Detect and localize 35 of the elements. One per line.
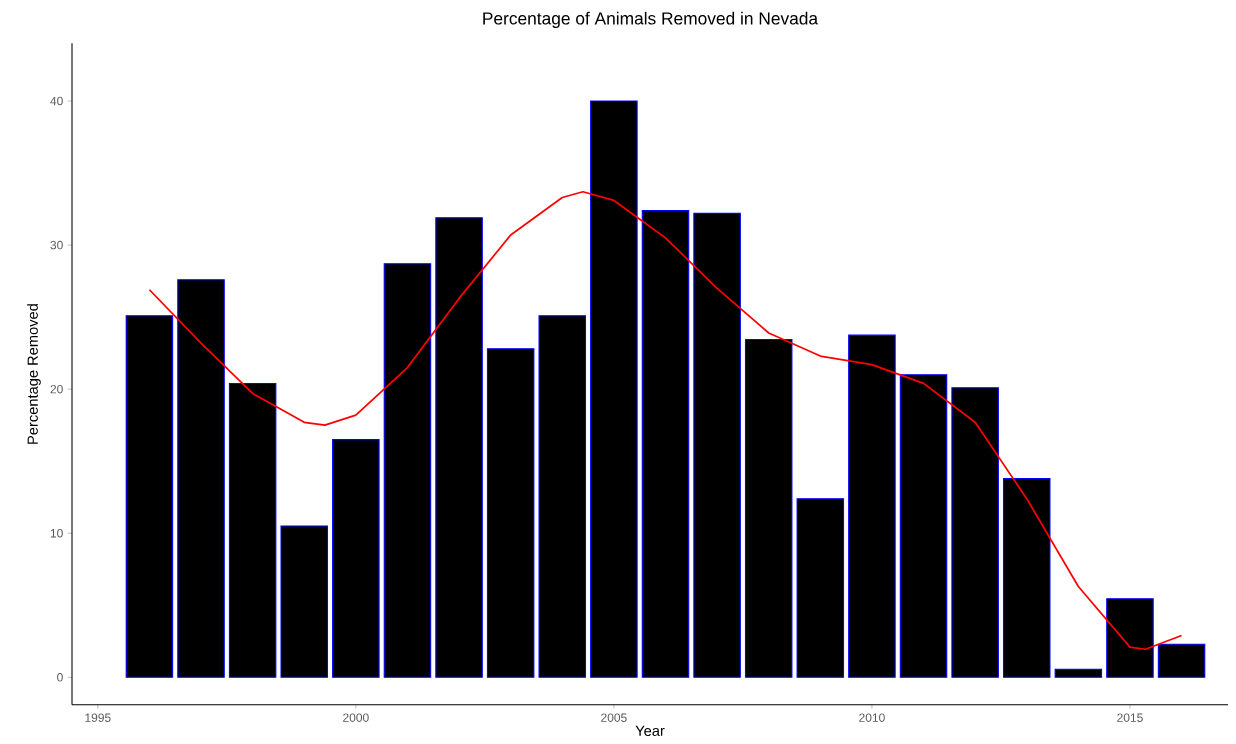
x-tick-label: 2010 (859, 713, 885, 722)
bar (538, 315, 587, 678)
bar (951, 387, 999, 678)
bar (641, 209, 690, 678)
bar (383, 263, 432, 678)
bar (125, 315, 174, 678)
x-tick-label: 2000 (343, 713, 369, 722)
bar (435, 217, 483, 678)
bar (796, 498, 845, 678)
chart-title: Percentage of Animals Removed in Nevada (483, 11, 819, 28)
bar (1157, 643, 1206, 678)
bar (1002, 477, 1051, 678)
bar (1054, 668, 1103, 678)
x-axis-title: Year (635, 725, 665, 736)
bar (744, 338, 793, 678)
y-axis-title: Percentage Removed (27, 304, 41, 444)
bar (280, 525, 328, 678)
bar (332, 439, 380, 678)
line-series (148, 190, 1183, 651)
y-tick-label: 0 (57, 673, 63, 682)
bar (177, 279, 225, 678)
bar (1106, 598, 1154, 678)
bar (590, 100, 638, 678)
y-tick-label: 40 (50, 96, 63, 106)
y-tick-label: 20 (50, 384, 63, 394)
y-tick-label: 30 (50, 240, 63, 250)
x-tick-label: 2005 (601, 713, 627, 722)
x-tick-label: 2015 (1117, 713, 1143, 722)
bar (848, 334, 896, 678)
y-tick-label: 10 (50, 529, 63, 538)
bar (228, 382, 277, 678)
bar (693, 212, 741, 678)
x-tick-label: 1995 (85, 713, 111, 722)
bar (486, 348, 535, 678)
bar (899, 374, 948, 678)
